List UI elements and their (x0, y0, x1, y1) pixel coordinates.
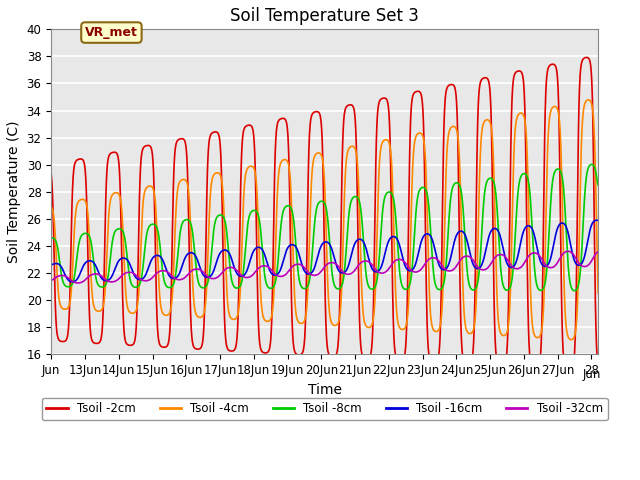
Tsoil -8cm (571, 288, 579, 294)
Line: Tsoil -4cm: Tsoil -4cm (51, 100, 598, 340)
Tsoil -32cm (110, 279, 118, 285)
Tsoil -16cm (595, 217, 602, 223)
Text: VR_met: VR_met (85, 26, 138, 39)
Tsoil -16cm (47, 262, 55, 267)
Tsoil -2cm (525, 325, 532, 331)
X-axis label: Time: Time (308, 383, 342, 397)
Tsoil -4cm (257, 295, 265, 300)
Y-axis label: Soil Temperature (C): Soil Temperature (C) (7, 120, 21, 263)
Tsoil -32cm (584, 263, 591, 268)
Tsoil -4cm (142, 185, 150, 191)
Tsoil -8cm (584, 168, 591, 173)
Text: Jun: Jun (582, 368, 600, 381)
Tsoil -32cm (257, 264, 265, 269)
Tsoil -32cm (525, 253, 532, 259)
Tsoil -16cm (584, 239, 591, 245)
Tsoil -2cm (142, 143, 150, 149)
Line: Tsoil -8cm: Tsoil -8cm (51, 164, 598, 291)
Tsoil -4cm (568, 337, 575, 343)
Tsoil -2cm (281, 116, 289, 122)
Tsoil -16cm (110, 269, 118, 275)
Tsoil -4cm (584, 97, 591, 103)
Tsoil -4cm (584, 97, 592, 103)
Line: Tsoil -16cm: Tsoil -16cm (51, 220, 598, 282)
Tsoil -4cm (595, 290, 602, 296)
Tsoil -8cm (257, 230, 265, 236)
Tsoil -32cm (595, 249, 602, 255)
Tsoil -2cm (583, 55, 591, 60)
Tsoil -32cm (564, 248, 572, 254)
Tsoil -32cm (74, 280, 82, 286)
Tsoil -8cm (142, 236, 150, 241)
Tsoil -2cm (584, 55, 591, 60)
Tsoil -8cm (109, 232, 117, 238)
Tsoil -16cm (281, 252, 289, 258)
Tsoil -2cm (595, 362, 602, 368)
Tsoil -2cm (109, 149, 117, 155)
Tsoil -8cm (595, 182, 602, 188)
Tsoil -32cm (281, 272, 289, 278)
Tsoil -16cm (142, 271, 150, 276)
Tsoil -4cm (525, 200, 532, 206)
Tsoil -4cm (281, 156, 289, 162)
Tsoil -32cm (142, 278, 150, 284)
Tsoil -32cm (47, 277, 55, 283)
Legend: Tsoil -2cm, Tsoil -4cm, Tsoil -8cm, Tsoil -16cm, Tsoil -32cm: Tsoil -2cm, Tsoil -4cm, Tsoil -8cm, Tsoi… (42, 397, 607, 420)
Tsoil -2cm (565, 367, 573, 373)
Tsoil -2cm (257, 347, 265, 352)
Tsoil -16cm (257, 245, 265, 251)
Tsoil -8cm (281, 205, 289, 211)
Line: Tsoil -32cm: Tsoil -32cm (51, 251, 598, 283)
Tsoil -16cm (593, 217, 600, 223)
Tsoil -4cm (109, 191, 117, 196)
Tsoil -16cm (68, 279, 76, 285)
Tsoil -16cm (525, 223, 532, 228)
Tsoil -8cm (525, 179, 532, 184)
Tsoil -8cm (588, 161, 595, 167)
Title: Soil Temperature Set 3: Soil Temperature Set 3 (230, 7, 419, 25)
Tsoil -4cm (47, 204, 55, 210)
Tsoil -2cm (47, 171, 55, 177)
Tsoil -8cm (47, 235, 55, 241)
Line: Tsoil -2cm: Tsoil -2cm (51, 58, 598, 370)
